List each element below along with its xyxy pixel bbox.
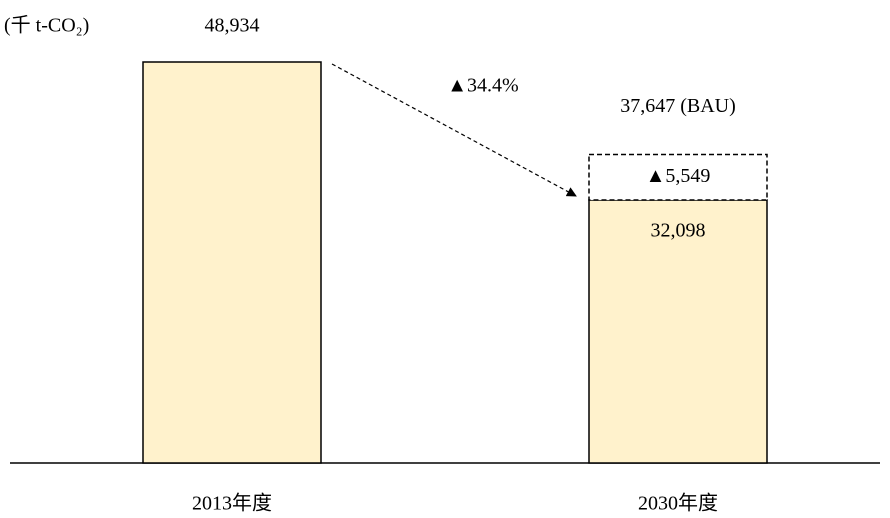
x-tick-label: 2013年度 bbox=[192, 492, 272, 515]
change-annotation: ▲34.4% bbox=[447, 75, 518, 97]
bar bbox=[142, 61, 322, 464]
bau-annotation: 37,647 (BAU) bbox=[620, 95, 736, 117]
unit-label: (千 t-CO₂) bbox=[4, 14, 89, 37]
data-label: 32,098 bbox=[651, 220, 706, 242]
data-label: ▲5,549 bbox=[646, 165, 711, 187]
change-arrow bbox=[331, 63, 577, 197]
data-label: 48,934 bbox=[205, 15, 260, 37]
bar bbox=[588, 153, 768, 201]
x-tick-label: 2030年度 bbox=[638, 492, 718, 515]
